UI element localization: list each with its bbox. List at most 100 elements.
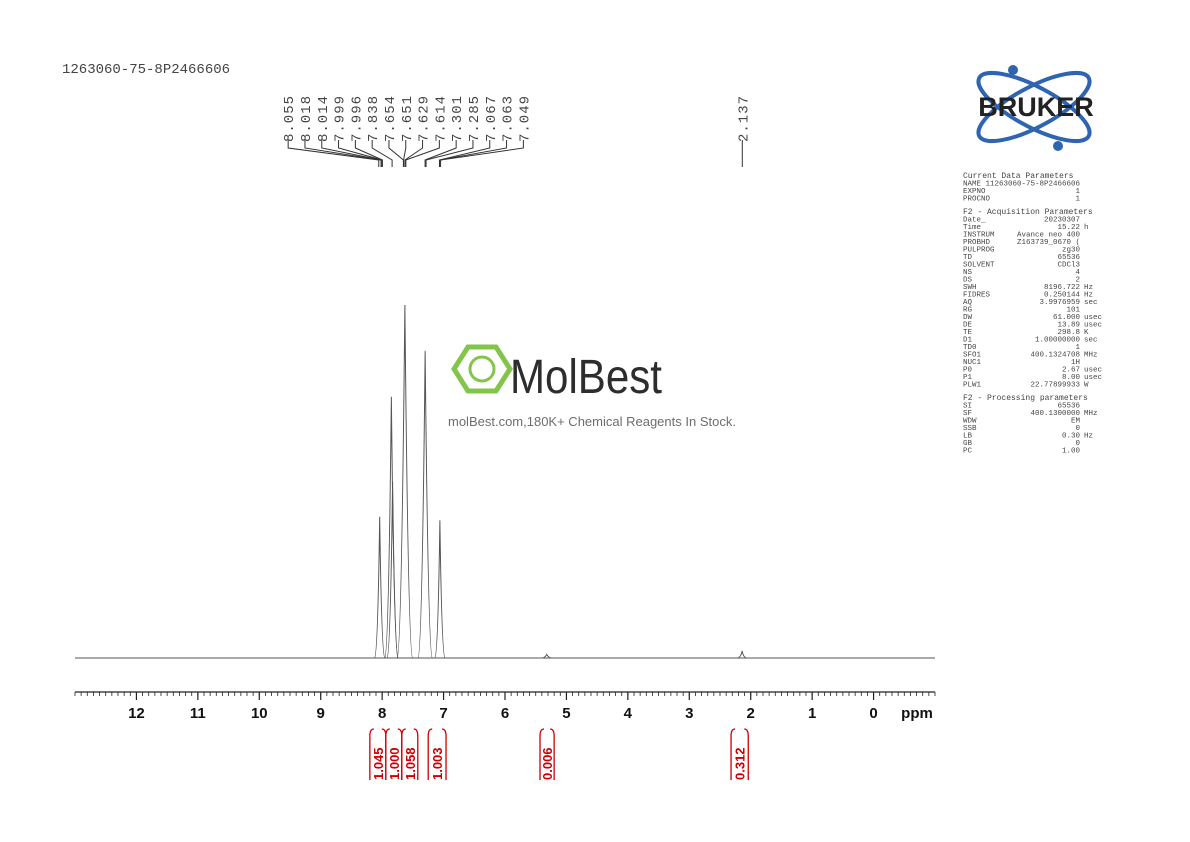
- parameter-unit: MHz: [1084, 352, 1098, 360]
- x-tick-label: 6: [501, 705, 509, 722]
- peak-leader: [371, 140, 393, 167]
- watermark-hexagon: [451, 344, 513, 394]
- parameter-value: 61.000: [1053, 314, 1081, 322]
- parameter-name: TE: [963, 329, 973, 337]
- parameter-value: 15.22: [1057, 224, 1080, 232]
- parameter-value: 1: [1075, 188, 1080, 196]
- parameter-name: DW: [963, 314, 973, 322]
- parameter-unit: usec: [1084, 314, 1102, 322]
- x-axis-label: ppm: [901, 705, 933, 722]
- integral-bracket: [427, 728, 447, 780]
- peak-leader: [405, 140, 440, 167]
- parameter-value: CDCl3: [1057, 262, 1080, 270]
- parameter-unit: usec: [1084, 367, 1102, 375]
- x-tick-label: 1: [808, 705, 816, 722]
- parameter-name: P0: [963, 367, 973, 375]
- parameter-value: 65536: [1057, 254, 1080, 262]
- x-tick-label: 10: [251, 705, 268, 722]
- peak-leader: [440, 140, 524, 167]
- x-tick-label: 0: [869, 705, 877, 722]
- parameter-name: LB: [963, 433, 973, 441]
- x-tick-label: 2: [747, 705, 755, 722]
- parameter-value: 4: [1075, 269, 1080, 277]
- peak-leader: [403, 140, 407, 167]
- peak-label: 7.614: [433, 95, 449, 142]
- spectrum-peak: [542, 653, 551, 659]
- parameter-value: 8196.722: [1044, 284, 1080, 292]
- parameter-name: RG: [963, 307, 973, 315]
- integral-bracket: [730, 728, 749, 780]
- parameter-value: 1.00000000: [1035, 337, 1081, 345]
- peak-label: 7.063: [501, 95, 517, 142]
- peak-leader: [425, 140, 474, 167]
- peak-label: 7.996: [349, 95, 365, 142]
- parameter-name: SWH: [963, 284, 977, 292]
- parameter-unit: Hz: [1084, 284, 1093, 292]
- parameter-value: 400.1300000: [1030, 410, 1080, 418]
- spectrum-peak: [417, 350, 433, 659]
- parameter-value: 2: [1075, 277, 1080, 285]
- peak-label: 7.999: [333, 95, 349, 142]
- parameter-unit: W: [1084, 382, 1089, 390]
- integral-bracket: [401, 728, 419, 780]
- spectrum-peak: [386, 481, 399, 659]
- parameter-name: PROCNO: [963, 196, 991, 204]
- integral-label: 0.006: [540, 747, 555, 780]
- parameter-name: AQ: [963, 299, 973, 307]
- integral-label: 1.058: [403, 747, 418, 780]
- parameter-name: PROBHD: [963, 239, 991, 247]
- peak-label: 7.651: [400, 95, 416, 142]
- bruker-logo: BRUKER: [976, 65, 1094, 151]
- logo-orbit: [976, 70, 1092, 144]
- x-tick-label: 9: [317, 705, 325, 722]
- logo-text: BRUKER: [978, 92, 1094, 122]
- parameter-name: EXPNO: [963, 188, 986, 196]
- logo-dot: [1053, 141, 1063, 151]
- x-tick-label: 4: [624, 705, 633, 722]
- parameter-value: Avance neo 400: [1017, 232, 1081, 240]
- parameter-unit: Hz: [1084, 433, 1093, 441]
- parameter-name: PULPROG: [963, 247, 995, 255]
- integral-label: 1.003: [430, 747, 445, 780]
- parameter-section-title: Current Data Parameters: [963, 172, 1074, 181]
- parameter-unit: usec: [1084, 374, 1102, 382]
- peak-label: 7.301: [450, 95, 466, 142]
- parameter-name: FIDRES: [963, 292, 991, 300]
- integral-label: 1.000: [387, 747, 402, 780]
- peak-label: 7.067: [484, 95, 500, 142]
- integral-bracket: [539, 728, 555, 780]
- parameter-name: D1: [963, 337, 973, 345]
- peak-leader: [354, 140, 383, 167]
- peak-label: 7.838: [366, 95, 382, 142]
- peak-label: 2.137: [736, 95, 752, 142]
- sample-title: 1263060-75-8P2466606: [62, 62, 230, 78]
- parameter-value: 65536: [1057, 403, 1080, 411]
- parameter-section-title: F2 - Acquisition Parameters: [963, 208, 1093, 217]
- parameter-name: DE: [963, 322, 973, 330]
- parameter-unit: Hz: [1084, 292, 1093, 300]
- x-tick-label: 3: [685, 705, 693, 722]
- parameter-name: Time: [963, 224, 981, 232]
- parameter-value: EM: [1071, 418, 1081, 426]
- parameter-value: 1: [1075, 344, 1080, 352]
- parameter-name: SSB: [963, 425, 977, 433]
- parameter-name: SF: [963, 410, 972, 418]
- parameter-value: 0.30: [1062, 433, 1081, 441]
- peak-label: 7.285: [467, 95, 483, 142]
- parameter-unit: K: [1084, 329, 1089, 337]
- x-tick-label: 12: [128, 705, 145, 722]
- parameter-value: 8.00: [1062, 374, 1081, 382]
- parameter-value: Z163739_0670 (: [1017, 239, 1080, 247]
- parameter-unit: MHz: [1084, 410, 1098, 418]
- peak-label: 8.014: [316, 95, 332, 142]
- logo-orbit: [976, 70, 1092, 144]
- peak-leader: [439, 140, 508, 167]
- parameter-value: 20230307: [1044, 217, 1080, 225]
- parameter-name: WDW: [963, 418, 977, 426]
- spectrum-peak: [396, 304, 414, 659]
- parameter-name: DS: [963, 277, 973, 285]
- parameter-name: P1: [963, 374, 973, 382]
- parameter-value: 1.00: [1062, 448, 1081, 456]
